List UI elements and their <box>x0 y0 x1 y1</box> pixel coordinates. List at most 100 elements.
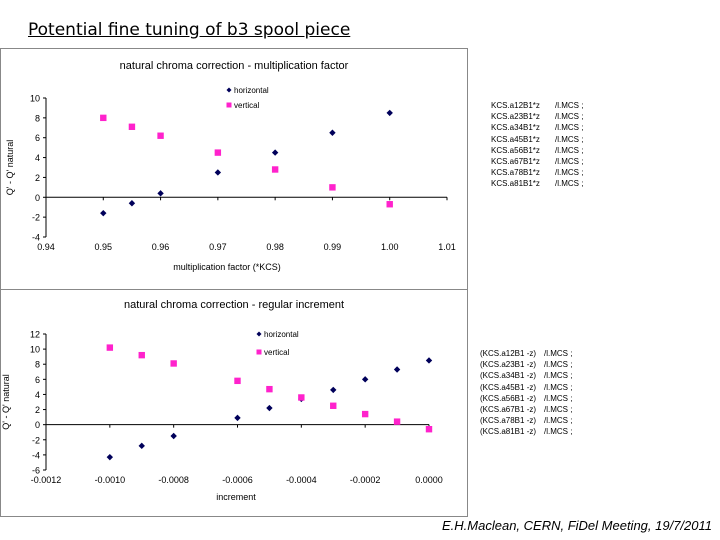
code-suffix: /l.MCS ; <box>544 382 573 392</box>
code-expression: KCS.a23B1*z <box>491 112 540 122</box>
x-tick-label: 0.0000 <box>415 475 443 485</box>
code-suffix: /l.MCS ; <box>555 112 584 122</box>
data-point-vertical <box>170 360 177 367</box>
code-suffix: /l.MCS ; <box>555 157 584 167</box>
data-point-horizontal <box>138 442 145 450</box>
x-tick-label: 0.96 <box>152 242 170 252</box>
footer-credit: E.H.Maclean, CERN, FiDel Meeting, 19/7/2… <box>442 518 712 533</box>
data-point-horizontal <box>170 432 177 440</box>
code-suffix: /l.MCS ; <box>555 179 584 189</box>
code-suffix: /l.MCS ; <box>555 145 584 155</box>
y-tick-label: 6 <box>35 133 40 143</box>
code-expression: (KCS.a23B1 -z) <box>480 360 537 370</box>
y-tick-label: 6 <box>35 375 40 385</box>
code-line: (KCS.a78B1 -z) /l.MCS ; <box>480 415 572 426</box>
data-point-vertical <box>138 351 145 359</box>
code-line: KCS.a67B1*z/l.MCS ; <box>491 156 583 167</box>
y-tick-label: 8 <box>35 360 40 370</box>
x-tick-label: 1.01 <box>438 242 456 252</box>
code-line: KCS.a12B1*z/l.MCS ; <box>491 100 583 111</box>
y-tick-label: 10 <box>30 94 40 104</box>
legend-marker-vertical <box>256 349 262 355</box>
y-axis-label: Q' - Q' natural <box>1 374 11 429</box>
legend-label-vertical: vertical <box>234 101 260 110</box>
data-point-horizontal <box>386 109 393 117</box>
data-point-vertical <box>234 377 241 385</box>
code-expression: KCS.a56B1*z <box>491 145 540 155</box>
data-point-horizontal <box>393 366 401 373</box>
x-tick-label: -0.0012 <box>31 475 62 485</box>
code-line: (KCS.a34B1 -z) /l.MCS ; <box>480 370 572 381</box>
code-line: (KCS.a12B1 -z) /l.MCS ; <box>480 348 572 359</box>
x-tick-label: 0.99 <box>324 242 342 252</box>
code-suffix: /l.MCS ; <box>544 393 573 403</box>
code-increment-list: (KCS.a12B1 -z) /l.MCS ; (KCS.a23B1 -z) /l.M… <box>480 348 572 438</box>
x-tick-label: 0.97 <box>209 242 227 252</box>
chart-title: natural chroma correction - multiplicati… <box>120 60 349 72</box>
y-tick-label: -4 <box>32 233 40 243</box>
slide-title: Potential fine tuning of b3 spool piece <box>28 20 351 40</box>
data-point-vertical <box>386 201 393 208</box>
code-line: KCS.a34B1*z/l.MCS ; <box>491 122 583 133</box>
x-tick-label: 1.00 <box>381 242 399 252</box>
x-axis-label: increment <box>216 492 256 502</box>
code-suffix: /l.MCS ; <box>555 134 584 144</box>
code-line: KCS.a78B1*z/l.MCS ; <box>491 167 583 178</box>
data-point-vertical <box>425 426 433 433</box>
code-suffix: /l.MCS ; <box>544 427 573 437</box>
data-point-vertical <box>100 114 107 122</box>
data-point-vertical <box>329 184 336 191</box>
code-line: KCS.a23B1*z/l.MCS ; <box>491 111 583 122</box>
code-line: (KCS.a23B1 -z) /l.MCS ; <box>480 359 572 370</box>
code-suffix: /l.MCS ; <box>544 360 573 370</box>
code-expression: (KCS.a78B1 -z) <box>480 416 537 426</box>
chart-multiplication-factor-svg: natural chroma correction - multiplicati… <box>5 60 456 272</box>
y-tick-label: -2 <box>32 213 40 223</box>
data-point-vertical <box>393 418 401 425</box>
x-tick-label: 0.94 <box>37 242 55 252</box>
data-point-horizontal <box>266 404 273 412</box>
code-suffix: /l.MCS ; <box>555 168 584 178</box>
data-point-horizontal <box>100 209 107 217</box>
code-expression: KCS.a78B1*z <box>491 168 540 178</box>
code-line: (KCS.a67B1 -z) /l.MCS ; <box>480 404 572 415</box>
code-multiplication-list: KCS.a12B1*z/l.MCS ; KCS.a23B1*z/l.MCS ; KC… <box>491 100 583 190</box>
legend-label-vertical: vertical <box>264 348 290 357</box>
y-tick-label: -6 <box>32 466 40 476</box>
code-expression: (KCS.a34B1 -z) <box>480 371 537 381</box>
y-tick-label: 2 <box>35 405 40 415</box>
code-expression: (KCS.a67B1 -z) <box>480 405 537 415</box>
y-tick-label: -4 <box>32 450 40 460</box>
code-line: KCS.a45B1*z/l.MCS ; <box>491 134 583 145</box>
y-tick-label: 4 <box>35 153 40 163</box>
x-axis-label: multiplication factor (*KCS) <box>173 262 281 272</box>
data-point-vertical <box>361 410 369 418</box>
code-expression: (KCS.a12B1 -z) <box>480 349 537 358</box>
code-suffix: /l.MCS ; <box>544 416 573 426</box>
code-suffix: /l.MCS ; <box>555 123 584 133</box>
data-point-horizontal <box>361 376 369 383</box>
data-point-vertical <box>330 402 337 409</box>
code-line: (KCS.a81B1 -z) /l.MCS ; <box>480 426 572 437</box>
code-suffix: /l.MCS ; <box>544 405 573 415</box>
data-point-vertical <box>157 132 164 139</box>
code-suffix: /l.MCS ; <box>544 349 573 358</box>
y-tick-label: 8 <box>35 113 40 123</box>
y-tick-label: 4 <box>35 390 40 400</box>
data-point-horizontal <box>425 357 433 364</box>
code-suffix: /l.MCS ; <box>555 101 584 110</box>
legend-marker-vertical <box>226 102 232 108</box>
legend-label-horizontal: horizontal <box>264 330 299 339</box>
legend-marker-horizontal <box>226 87 232 93</box>
x-tick-label: -0.0002 <box>350 475 381 485</box>
x-tick-label: -0.0008 <box>158 475 189 485</box>
code-expression: KCS.a67B1*z <box>491 157 540 167</box>
data-point-vertical <box>266 385 273 393</box>
data-point-horizontal <box>329 129 336 136</box>
x-tick-label: -0.0004 <box>286 475 317 485</box>
y-tick-label: 2 <box>35 173 40 183</box>
data-point-horizontal <box>157 190 164 197</box>
code-line: (KCS.a45B1 -z) /l.MCS ; <box>480 382 572 393</box>
data-point-horizontal <box>234 414 241 422</box>
x-tick-label: 0.95 <box>95 242 113 252</box>
